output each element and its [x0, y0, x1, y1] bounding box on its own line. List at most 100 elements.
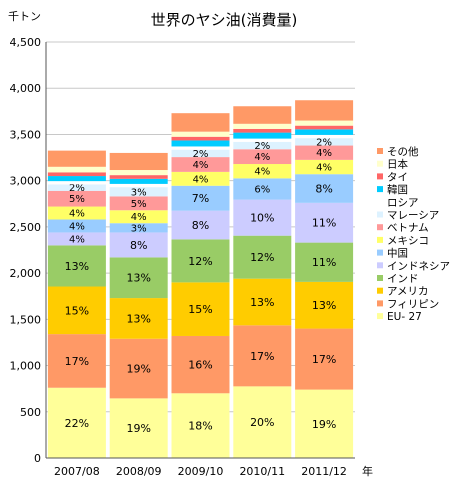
bar-segment	[109, 178, 168, 184]
data-label: 2%	[69, 183, 85, 194]
x-tick-label: 2010/11	[239, 465, 285, 478]
data-label: 12%	[250, 251, 274, 264]
x-tick-label: 2007/08	[54, 465, 100, 478]
bar-segment	[109, 183, 168, 188]
bar-segment	[171, 239, 230, 283]
bar-segment	[109, 187, 168, 197]
data-label: 3%	[131, 187, 147, 198]
bar-segment	[233, 123, 292, 129]
bar-segment	[47, 176, 106, 182]
data-label: 4%	[254, 167, 270, 178]
bar-segment	[171, 140, 230, 147]
legend-label: マレーシア	[387, 210, 439, 222]
bar-segment	[47, 387, 106, 458]
bar-segment	[171, 171, 230, 186]
y-tick-label: 2,500	[10, 221, 42, 234]
bar-segment	[171, 113, 230, 132]
data-label: 2%	[254, 141, 270, 152]
legend-swatch	[377, 275, 383, 281]
data-label: 4%	[193, 174, 209, 185]
data-label: 18%	[188, 420, 212, 433]
data-label: 19%	[126, 363, 150, 376]
x-axis-unit-label: 年	[362, 464, 373, 478]
bar-segment	[233, 178, 292, 200]
data-label: 13%	[65, 260, 89, 273]
data-label: 11%	[312, 256, 336, 269]
bar-segment	[171, 131, 230, 137]
legend-label: 韓国	[387, 184, 408, 196]
bar-segment	[109, 196, 168, 211]
legend-label: インド	[387, 273, 419, 285]
bar-segment	[47, 334, 106, 388]
y-tick-label: 2,000	[10, 267, 42, 280]
data-label: 7%	[192, 192, 209, 205]
bar-segment	[233, 386, 292, 458]
bar-segment	[171, 149, 230, 158]
bar-segment	[109, 338, 168, 399]
bar-segment	[295, 129, 354, 135]
bar-segment	[47, 190, 106, 207]
legend-swatch	[377, 313, 383, 320]
y-tick-label: 3,500	[10, 128, 42, 141]
bar-segment	[295, 145, 354, 160]
bar-segment	[295, 125, 354, 130]
data-label: 4%	[316, 163, 332, 174]
data-label: 4%	[131, 212, 147, 223]
bar-segment	[233, 128, 292, 133]
y-tick-label: 1,500	[10, 313, 42, 326]
legend-swatch	[377, 198, 383, 205]
bar-segment	[109, 170, 168, 176]
legend-swatch	[377, 148, 383, 154]
data-label: 16%	[188, 359, 212, 372]
x-tick-label: 2011/12	[301, 465, 347, 478]
data-label: 2%	[316, 137, 332, 148]
bar-segment	[233, 141, 292, 150]
bar-segment	[109, 223, 168, 233]
y-axis-unit-label: 千トン	[8, 10, 41, 23]
data-label: 2%	[193, 149, 209, 160]
bar-segment	[295, 328, 354, 390]
data-label: 13%	[126, 312, 150, 325]
legend-swatch	[377, 287, 383, 294]
y-tick-label: 4,000	[10, 82, 42, 95]
data-label: 4%	[69, 234, 85, 245]
bar-segment	[47, 245, 106, 287]
data-label: 17%	[65, 355, 89, 368]
data-label: 5%	[69, 194, 85, 205]
data-label: 15%	[65, 304, 89, 317]
bar-segment	[109, 210, 168, 224]
data-label: 4%	[69, 221, 85, 232]
legend-swatch	[377, 160, 383, 167]
legend-label: 日本	[387, 158, 408, 171]
legend: その他日本タイ韓国ロシアマレーシアベトナムメキシコ中国インドネシアインドアメリカ…	[377, 145, 450, 323]
legend-swatch	[377, 249, 383, 256]
bar-segment	[233, 235, 292, 279]
bar-segment	[233, 164, 292, 179]
legend-label: ベトナム	[387, 222, 429, 234]
data-label: 19%	[126, 422, 150, 435]
data-label: 6%	[254, 184, 270, 195]
chart-title: 世界のヤシ油(消費量)	[151, 11, 298, 29]
bar-segment	[295, 281, 354, 329]
legend-label: タイ	[387, 171, 408, 183]
bar-segment	[171, 157, 230, 172]
bar-segment	[171, 335, 230, 394]
data-label: 19%	[312, 418, 336, 431]
bar-segment	[171, 393, 230, 458]
bar-segment	[109, 398, 168, 458]
data-label: 4%	[69, 209, 85, 220]
legend-swatch	[377, 300, 383, 307]
data-label: 17%	[250, 350, 274, 363]
bar-segment	[295, 174, 354, 203]
bar-segment	[109, 298, 168, 339]
legend-swatch	[377, 236, 383, 243]
bar-segment	[295, 389, 354, 458]
legend-label: フィリピン	[387, 298, 439, 310]
x-tick-label: 2009/10	[178, 465, 224, 478]
bar-segment	[47, 184, 106, 191]
legend-label: EU- 27	[387, 311, 422, 323]
bar-segment	[171, 282, 230, 336]
bar-segment	[109, 175, 168, 179]
data-label: 11%	[312, 217, 336, 230]
